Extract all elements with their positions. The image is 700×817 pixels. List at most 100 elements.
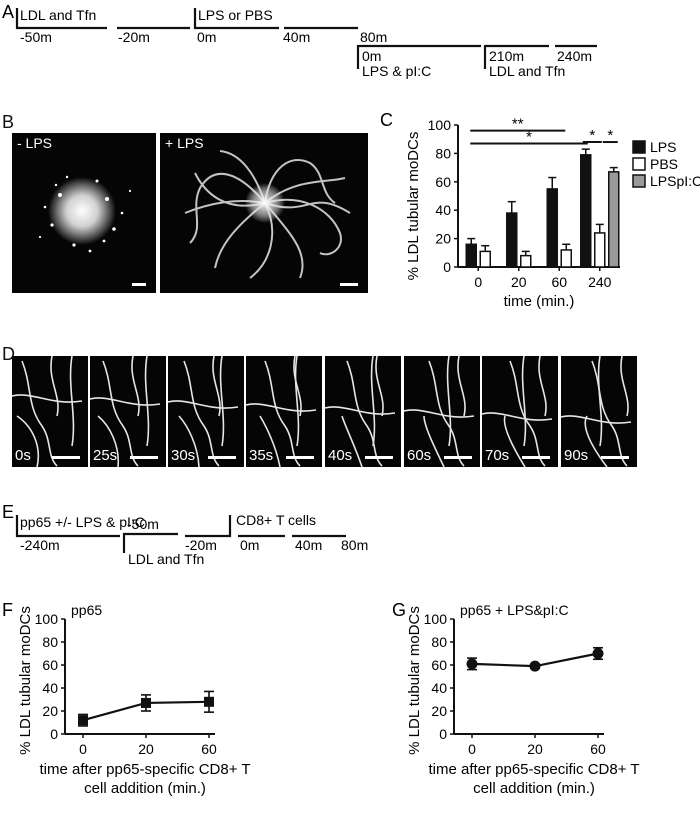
- y-axis-label: % LDL tubular moDCs: [17, 606, 34, 755]
- x-tick-label: 240: [588, 274, 612, 290]
- y-tick-label: 80: [435, 145, 451, 161]
- cell-image-plus-lps: [184, 150, 351, 279]
- tubule-network-image: [325, 356, 396, 467]
- scale-bar-b1: [132, 283, 146, 286]
- x-tick-label: 20: [138, 741, 154, 757]
- panel-a-timeline: A LDL and Tfn -50m -20m LPS or PBS 0m 40…: [2, 2, 597, 79]
- y-tick-label: 80: [42, 634, 58, 650]
- timeline-e-pp65: pp65 +/- LPS & pI:C: [20, 514, 145, 530]
- micrograph-plus-lps: + LPS: [160, 133, 368, 293]
- data-point: [592, 648, 604, 659]
- bar-LPSpI:C: [608, 171, 620, 268]
- legend-label: LPSpI:C: [650, 173, 700, 189]
- timeline-e-t-40: 40m: [295, 537, 322, 553]
- y-tick-label: 20: [42, 703, 58, 719]
- timeline-a-lps-pic: LPS & pI:C: [362, 63, 431, 79]
- frame-time-label: 30s: [171, 447, 196, 464]
- timeline-a-t-0: 0m: [197, 29, 216, 45]
- cell-image-minus-lps: [38, 175, 132, 253]
- x-tick-label: 60: [201, 741, 217, 757]
- legend-label: LPS: [650, 139, 676, 155]
- timeline-a-t-210: 210m: [489, 48, 524, 64]
- time-lapse-frame: 25s: [90, 356, 166, 467]
- timeline-a-ldl-tfn-2: LDL and Tfn: [489, 63, 565, 79]
- panel-letter-e: E: [2, 502, 14, 522]
- y-tick-label: 100: [35, 611, 59, 627]
- bar-PBS: [560, 249, 572, 268]
- timeline-a-lps-pbs: LPS or PBS: [198, 7, 273, 23]
- y-tick-label: 0: [439, 726, 447, 742]
- data-point: [466, 658, 478, 670]
- tubule-network-image: [246, 356, 317, 467]
- timeline-e-t-80: 80m: [341, 537, 368, 553]
- y-tick-label: 60: [42, 657, 58, 673]
- data-point: [141, 697, 151, 708]
- frame-time-label: 25s: [93, 447, 118, 464]
- time-lapse-frame: 30s: [168, 356, 244, 467]
- legend-swatch: [632, 174, 646, 188]
- scale-bar: [130, 456, 158, 459]
- tubule-network-image: [561, 356, 632, 467]
- y-tick-label: 40: [435, 202, 451, 218]
- timeline-a-t-0b: 0m: [362, 48, 381, 64]
- x-axis-label-line: time after pp65-specific CD8+ T: [39, 761, 250, 778]
- x-axis-label-line: time after pp65-specific CD8+ T: [428, 761, 639, 778]
- y-tick-label: 0: [443, 259, 451, 275]
- x-axis-label-line: cell addition (min.): [473, 780, 595, 797]
- timeline-e-t-minus20: -20m: [185, 537, 217, 553]
- bar-PBS: [520, 254, 532, 268]
- scale-bar: [208, 456, 236, 459]
- bar-LPS: [465, 243, 477, 268]
- bar-PBS: [594, 232, 606, 268]
- scale-bar: [601, 456, 629, 459]
- x-axis-label-line: cell addition (min.): [84, 780, 206, 797]
- scale-bar: [522, 456, 550, 459]
- significance-bracket-0-240-label: *: [526, 128, 532, 145]
- x-tick-label: 60: [551, 274, 567, 290]
- label-plus-lps: + LPS: [165, 135, 204, 151]
- panel-f-line-chart: F 0 20 40 60 80 100% LDL tubular moDCs pp65 0 20…: [2, 600, 251, 797]
- micrograph-minus-lps: - LPS: [12, 133, 156, 293]
- y-tick-label: 0: [50, 726, 58, 742]
- timeline-a-t-minus20: -20m: [118, 29, 150, 45]
- timeline-a-ldl-tfn: LDL and Tfn: [20, 7, 96, 23]
- y-tick-label: 60: [435, 174, 451, 190]
- scale-bar: [444, 456, 472, 459]
- tubule-network-image: [12, 356, 83, 467]
- scale-bar: [286, 456, 314, 459]
- y-tick-label: 40: [431, 680, 447, 696]
- y-tick-label: 20: [435, 231, 451, 247]
- x-tick-label: 60: [590, 741, 606, 757]
- time-lapse-frame: 35s: [246, 356, 322, 467]
- y-tick-label: 100: [424, 611, 448, 627]
- panel-letter-b: B: [2, 112, 15, 132]
- bar-LPS: [580, 154, 592, 268]
- scale-bar: [365, 456, 393, 459]
- data-point: [78, 715, 88, 726]
- panel-letter-g: G: [392, 600, 406, 620]
- frame-time-label: 60s: [407, 447, 432, 464]
- frame-time-label: 0s: [15, 447, 31, 464]
- frame-time-label: 40s: [328, 447, 353, 464]
- time-lapse-frame: 40s: [325, 356, 401, 467]
- frame-time-label: 35s: [249, 447, 274, 464]
- panel-c-bar-chart: C 0 20 40 60 80 100 % LDL tubular moDCs 0 20 60 24…: [380, 110, 700, 310]
- bar-LPS: [506, 212, 518, 268]
- timeline-e-cd8: CD8+ T cells: [236, 512, 316, 528]
- data-point: [529, 660, 541, 672]
- panel-letter-f: F: [2, 600, 13, 620]
- timeline-a-t-240: 240m: [557, 48, 592, 64]
- panel-letter-c: C: [380, 110, 393, 130]
- timeline-a-t-minus50: -50m: [20, 29, 52, 45]
- y-tick-label: 80: [431, 634, 447, 650]
- frame-time-label: 70s: [485, 447, 510, 464]
- bar-PBS: [479, 250, 491, 268]
- panel-letter-d: D: [2, 344, 15, 364]
- y-axis-label: % LDL tubular moDCs: [406, 606, 423, 755]
- scale-bar: [52, 456, 80, 459]
- inset-label: pp65: [71, 602, 102, 618]
- legend-label: PBS: [650, 156, 678, 172]
- time-lapse-frame: 90s: [561, 356, 637, 467]
- tubule-network-image: [90, 356, 161, 467]
- scale-bar-b2: [340, 283, 358, 286]
